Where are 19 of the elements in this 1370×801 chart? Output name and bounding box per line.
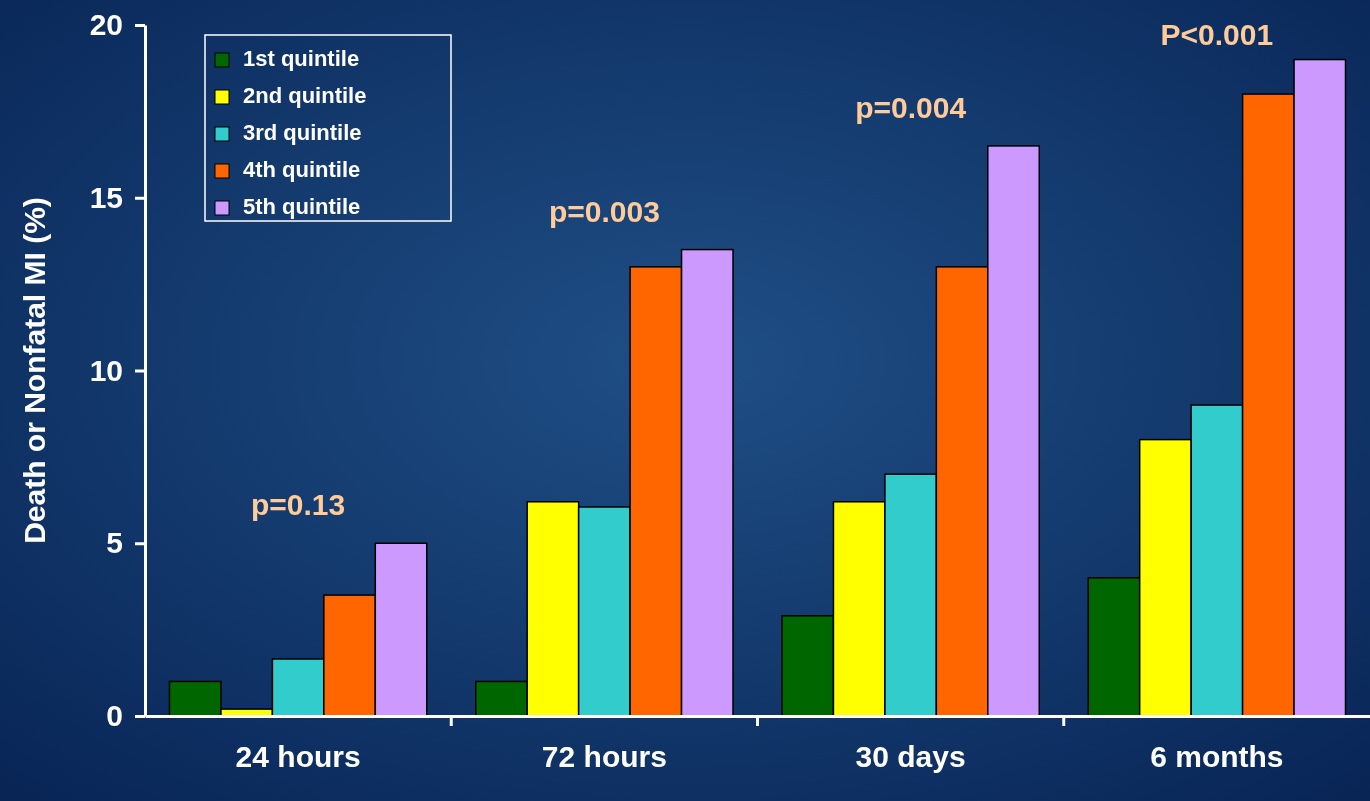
legend-label: 5th quintile bbox=[243, 194, 361, 219]
annotation: p=0.13 bbox=[251, 488, 346, 522]
y-tick-label: 10 bbox=[89, 353, 123, 387]
y-tick-label: 15 bbox=[89, 180, 123, 214]
legend-label: 2nd quintile bbox=[243, 83, 367, 108]
x-tick-label: 6 months bbox=[1150, 740, 1284, 773]
y-tick-label: 20 bbox=[89, 8, 123, 42]
x-tick-label: 72 hours bbox=[541, 740, 667, 773]
annotation: P<0.001 bbox=[1160, 18, 1274, 51]
annotation: p=0.003 bbox=[548, 194, 660, 228]
legend-label: 3rd quintile bbox=[243, 120, 362, 145]
legend-label: 4th quintile bbox=[243, 157, 361, 182]
y-tick-label: 5 bbox=[106, 526, 123, 560]
x-tick-label: 30 days bbox=[855, 740, 966, 773]
y-tick-label: 0 bbox=[106, 699, 123, 733]
x-tick-label: 24 hours bbox=[235, 740, 361, 773]
legend-label: 1st quintile bbox=[243, 46, 360, 71]
y-axis-title: Death or Nonfatal MI (%) bbox=[18, 197, 51, 544]
annotation: p=0.004 bbox=[855, 90, 967, 124]
